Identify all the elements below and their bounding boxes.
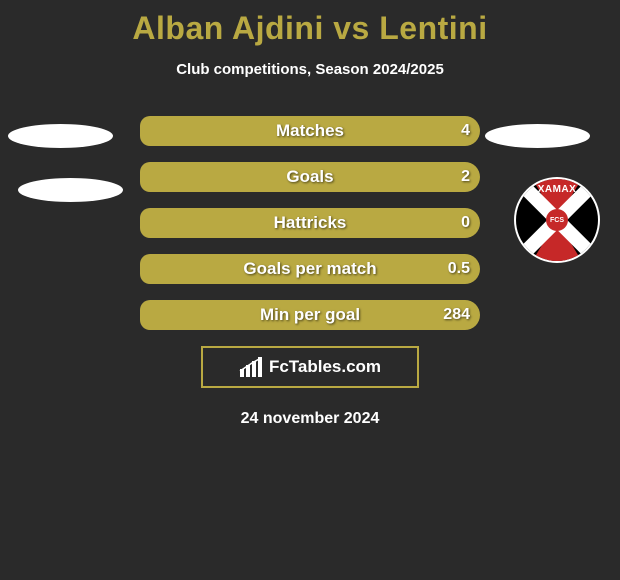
badge-center-circle: FCS — [546, 209, 568, 231]
stat-value-right: 2 — [461, 162, 470, 192]
stat-row: Min per goal284 — [0, 300, 620, 330]
bar-chart-icon — [239, 357, 263, 377]
stats-chart: Matches4Goals2Hattricks0Goals per match0… — [0, 116, 620, 330]
stat-bar-left — [140, 300, 150, 330]
stat-value-right: 0.5 — [448, 254, 470, 284]
stat-bar-right — [150, 208, 480, 238]
date-line: 24 november 2024 — [0, 410, 620, 428]
stat-bar-right — [150, 116, 480, 146]
stat-bar-right — [150, 162, 480, 192]
stat-bar-right — [150, 300, 480, 330]
stat-bar-right — [150, 254, 480, 284]
page-title: Alban Ajdini vs Lentini — [0, 0, 620, 47]
fctables-watermark: FcTables.com — [201, 346, 419, 388]
stat-row: Hattricks0 — [0, 208, 620, 238]
stat-row: Matches4 — [0, 116, 620, 146]
stat-value-right: 0 — [461, 208, 470, 238]
stat-row: Goals per match0.5 — [0, 254, 620, 284]
stat-bar-left — [140, 254, 150, 284]
fctables-label: FcTables.com — [269, 357, 381, 377]
stat-bar-left — [140, 116, 150, 146]
badge-top-text: XAMAX — [516, 184, 598, 195]
stat-value-right: 284 — [443, 300, 470, 330]
stat-bar-left — [140, 162, 150, 192]
stat-value-right: 4 — [461, 116, 470, 146]
stat-bar-left — [140, 208, 150, 238]
subtitle: Club competitions, Season 2024/2025 — [0, 61, 620, 78]
